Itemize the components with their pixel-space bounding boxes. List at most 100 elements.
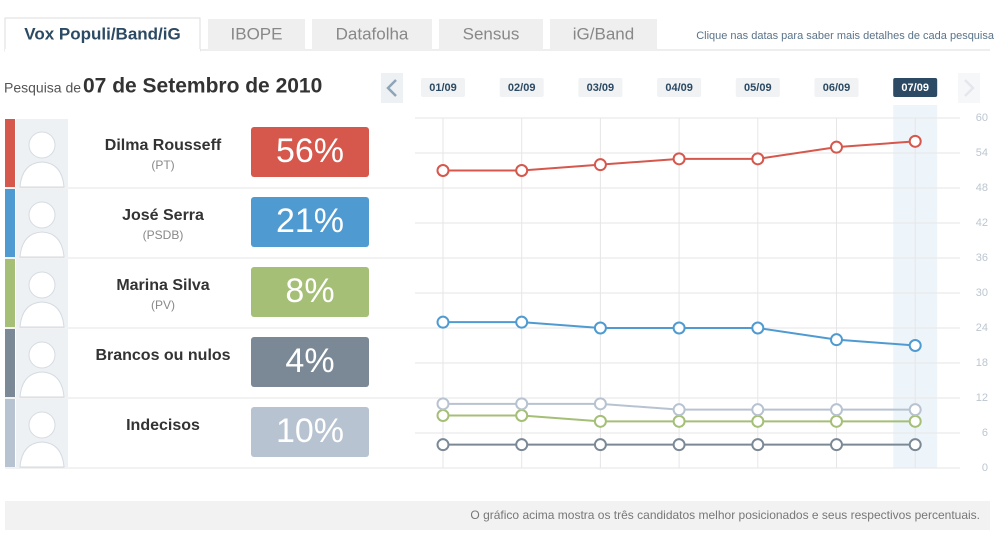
- data-point: [908, 134, 922, 148]
- data-point: [515, 409, 529, 422]
- y-tick-label: 6: [982, 427, 988, 439]
- date-chip[interactable]: [814, 78, 859, 97]
- tab[interactable]: [550, 19, 657, 50]
- date-label: 01/09: [429, 82, 457, 94]
- prev-button[interactable]: [381, 73, 403, 103]
- date-chip[interactable]: [421, 78, 465, 97]
- data-point: [436, 438, 450, 452]
- tab-label: Vox Populi/Band/iG: [24, 24, 180, 43]
- percent-box: [251, 267, 369, 317]
- next-button[interactable]: [958, 73, 980, 103]
- candidate-name: Indecisos: [126, 417, 200, 434]
- data-point: [515, 164, 529, 177]
- date-label: 05/09: [744, 82, 772, 94]
- date-label: 02/09: [508, 82, 536, 94]
- date-label: 07/09: [901, 82, 929, 94]
- data-point: [672, 414, 686, 428]
- y-tick-label: 12: [976, 392, 988, 404]
- photo-body: [19, 441, 65, 468]
- tab[interactable]: [312, 19, 432, 50]
- y-tick-label: 30: [976, 287, 988, 299]
- survey-label: Pesquisa de: [4, 80, 81, 96]
- photo-head: [28, 341, 56, 369]
- percent-box: [251, 407, 369, 457]
- next-arrow: [964, 79, 975, 97]
- data-point: [672, 321, 686, 335]
- candidate-name: Dilma Rousseff: [105, 137, 222, 154]
- photo-head: [28, 131, 56, 159]
- photo-head: [28, 201, 56, 229]
- data-point: [436, 397, 450, 411]
- date-chip[interactable]: [735, 78, 780, 97]
- percent-label: 4%: [285, 342, 334, 380]
- data-point: [593, 158, 607, 172]
- tab[interactable]: [208, 19, 305, 50]
- date-chip[interactable]: [499, 78, 544, 97]
- candidate-name: Brancos ou nulos: [95, 347, 230, 364]
- y-tick-label: 24: [976, 322, 988, 334]
- row-color-bar: [5, 399, 15, 467]
- data-point: [908, 414, 922, 428]
- photo-body: [19, 161, 65, 188]
- percent-box: [251, 127, 369, 177]
- tab[interactable]: [439, 19, 543, 50]
- data-point: [830, 438, 843, 452]
- photo-body: [19, 371, 65, 398]
- row-color-bar: [5, 329, 15, 397]
- photo-body: [19, 231, 65, 258]
- hint: Clique nas datas para saber mais detalhe…: [696, 30, 995, 42]
- data-point: [593, 414, 607, 428]
- data-point: [830, 333, 843, 347]
- y-tick-label: 60: [976, 112, 988, 124]
- tab-label: Sensus: [463, 24, 520, 43]
- y-tick-label: 48: [976, 182, 988, 194]
- row-color-bar: [5, 119, 15, 187]
- data-point: [672, 438, 686, 452]
- candidate-name: José Serra: [122, 207, 204, 224]
- data-point: [593, 321, 607, 335]
- candidate-party: (PSDB): [143, 228, 184, 242]
- percent-box: [251, 197, 369, 247]
- tab-label: IBOPE: [231, 24, 283, 43]
- data-point: [672, 403, 686, 417]
- prev-arrow: [386, 79, 397, 97]
- footer-text: O gráfico acima mostra os três candidato…: [470, 508, 980, 522]
- data-point: [751, 321, 765, 335]
- data-point: [830, 403, 843, 417]
- data-point: [751, 152, 765, 166]
- candidate-name: Marina Silva: [116, 277, 209, 294]
- data-point: [436, 315, 450, 329]
- data-point: [515, 438, 529, 452]
- y-tick-label: 42: [976, 217, 988, 229]
- date-label: 04/09: [665, 82, 693, 94]
- data-point: [908, 403, 922, 417]
- percent-label: 8%: [285, 272, 334, 310]
- data-point: [436, 164, 450, 177]
- data-point: [908, 339, 922, 352]
- date-label: 06/09: [823, 82, 851, 94]
- data-point: [751, 403, 765, 417]
- date-chip[interactable]: [657, 78, 702, 97]
- tab-label: Datafolha: [336, 24, 409, 43]
- data-point: [515, 397, 529, 411]
- y-tick-label: 0: [982, 462, 988, 474]
- date-chip[interactable]: [893, 78, 938, 97]
- data-point: [830, 140, 843, 154]
- data-point: [672, 152, 686, 166]
- data-point: [593, 397, 607, 411]
- date-label: 03/09: [587, 82, 615, 94]
- data-point: [593, 438, 607, 452]
- survey-date: 07 de Setembro de 2010: [83, 75, 322, 98]
- date-chip[interactable]: [578, 78, 623, 97]
- percent-label: 10%: [276, 412, 344, 450]
- data-point: [751, 414, 765, 428]
- candidate-party: (PT): [151, 158, 174, 172]
- y-tick-label: 54: [976, 147, 988, 159]
- photo-head: [28, 271, 56, 299]
- data-point: [515, 315, 529, 329]
- candidate-party: (PV): [151, 298, 175, 312]
- data-point: [830, 414, 843, 428]
- photo-body: [19, 301, 65, 328]
- data-point: [436, 409, 450, 422]
